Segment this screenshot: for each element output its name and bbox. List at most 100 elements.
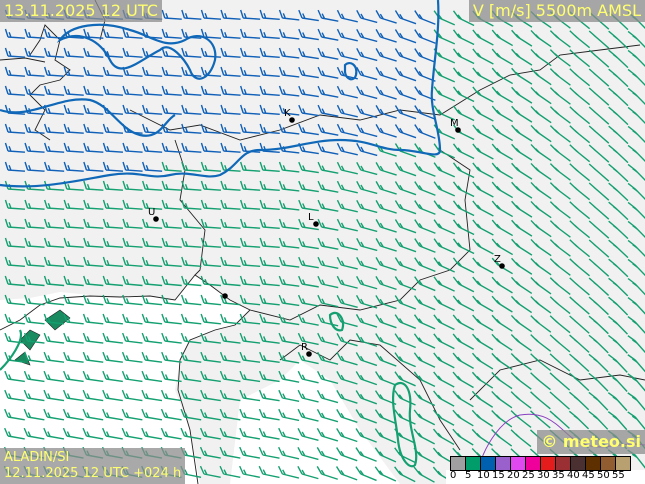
wind-barb (259, 161, 280, 172)
wind-barb (122, 104, 143, 115)
wind-barb (24, 313, 45, 325)
wind-barb (374, 447, 397, 463)
wind-barb (394, 276, 417, 291)
wind-barb (258, 465, 280, 479)
wind-barb (530, 296, 552, 314)
wind-barb (608, 315, 628, 335)
wind-barb (259, 351, 280, 364)
wind-barb (317, 351, 339, 365)
wind-barb (297, 408, 319, 422)
wind-barb (297, 465, 319, 480)
sea-area (0, 275, 250, 484)
wind-barb (102, 275, 123, 287)
wind-barb (511, 29, 533, 47)
wind-barb (627, 373, 645, 392)
wind-barb (452, 10, 475, 27)
model-info: ALADIN/SI 12.11.2025 12 UTC +024 h (0, 448, 186, 484)
wind-barb (336, 104, 358, 118)
wind-barb (452, 143, 475, 160)
wind-barb (200, 313, 221, 325)
wind-barb (63, 332, 84, 344)
wind-barb (83, 47, 104, 58)
wind-barb (569, 68, 591, 87)
legend-swatch (466, 457, 481, 470)
isotach-5-west (0, 329, 23, 371)
wind-barb (62, 389, 84, 402)
wind-barb (394, 29, 417, 44)
wind-barb (356, 104, 378, 119)
wind-barb (472, 257, 494, 274)
wind-barb (181, 180, 202, 191)
wind-barb (510, 429, 532, 448)
wind-barb (43, 389, 65, 402)
wind-barb (200, 427, 221, 440)
wind-barb (356, 9, 378, 24)
wind-barb (549, 49, 571, 67)
wind-barb (568, 410, 590, 430)
wind-barb (219, 351, 241, 363)
wind-barb (627, 106, 645, 124)
wind-barb (452, 67, 475, 84)
wind-barb (588, 87, 610, 106)
wind-barb (491, 238, 514, 256)
wind-barb (161, 161, 182, 172)
wind-barb (356, 275, 378, 290)
wind-barb (239, 47, 261, 58)
wind-barb (569, 315, 590, 334)
wind-barb (569, 296, 590, 315)
city-label: M (450, 118, 459, 129)
wind-barb (569, 49, 591, 68)
wind-barb (511, 67, 533, 85)
wind-barb (24, 199, 45, 210)
wind-barb (102, 199, 124, 210)
wind-barb (336, 447, 358, 462)
wind-barb (355, 352, 378, 367)
wind-barb (63, 104, 84, 115)
wind-barb (43, 256, 65, 268)
wind-barb (452, 314, 475, 331)
wind-barb (200, 256, 222, 268)
wind-barb (588, 258, 610, 277)
wind-barb (317, 275, 339, 289)
wind-barb (491, 143, 514, 161)
wind-barb (102, 28, 124, 39)
wind-barb (569, 30, 591, 49)
wind-barb (511, 48, 533, 66)
run-info: 12.11.2025 12 UTC +024 h (4, 466, 182, 481)
wind-barb (627, 30, 645, 48)
wind-barb (413, 333, 436, 349)
wind-barb (43, 237, 65, 248)
wind-barb (356, 161, 378, 176)
wind-barb (569, 125, 591, 144)
wind-barb (161, 237, 182, 248)
legend-tick-label: 30 (537, 470, 550, 481)
wind-barb (83, 104, 104, 115)
wind-barb (239, 389, 261, 402)
legend-swatch (556, 457, 571, 470)
wind-barb (220, 9, 241, 20)
wind-barb (414, 295, 436, 311)
wind-barb (607, 392, 628, 412)
wind-barb (607, 373, 628, 392)
wind-barb (121, 408, 143, 421)
wind-barb (23, 427, 45, 440)
wind-barb (356, 66, 378, 81)
wind-barb (24, 294, 45, 306)
wind-barb (278, 218, 300, 230)
wind-barb (530, 124, 552, 143)
wind-barb (239, 370, 261, 383)
wind-barb (200, 237, 222, 248)
wind-barb (549, 372, 571, 391)
wind-barb (413, 466, 435, 483)
wind-barb (491, 105, 514, 123)
wind-barb (43, 123, 65, 134)
wind-barb (181, 275, 202, 287)
wind-barb (510, 333, 532, 352)
wind-barb (161, 9, 182, 20)
wind-barb (102, 180, 124, 191)
wind-barb (452, 409, 474, 427)
wind-barb (549, 87, 571, 105)
isotach-10 (0, 0, 442, 188)
wind-barb (607, 411, 628, 431)
wind-barb (239, 104, 261, 115)
